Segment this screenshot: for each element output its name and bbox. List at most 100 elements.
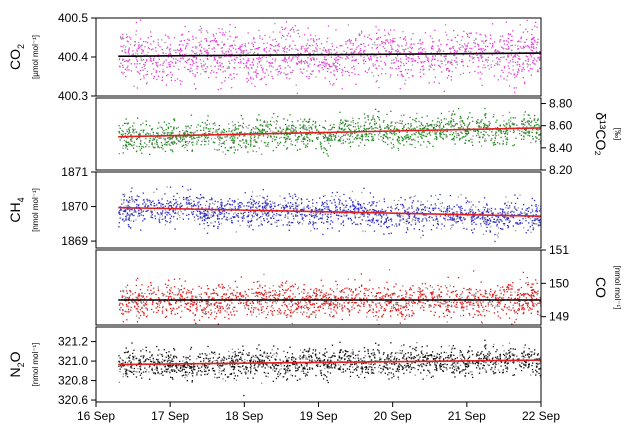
co2-data-point [524,81,526,83]
d13co2-data-point [216,131,218,133]
ch4-data-point [243,205,245,207]
co2-data-point [519,58,521,60]
d13co2-data-point [385,135,387,138]
d13co2-data-point [187,142,189,145]
d13co2-data-point [208,133,210,135]
d13co2-data-point [339,140,341,142]
ch4-data-point [265,204,268,206]
ch4-data-point [331,192,334,194]
d13co2-data-point [189,136,191,138]
d13co2-data-point [280,136,282,138]
ch4-data-point [383,200,386,203]
d13co2-data-point [410,128,412,130]
co2-data-point [536,41,538,44]
d13co2-data-point [197,136,200,138]
d13co2-data-point [184,131,186,133]
d13co2-data-point [166,133,169,135]
ch4-data-point [366,211,368,213]
ch4-data-point [315,207,317,209]
d13co2-data-point [260,140,262,142]
co2-data-point [355,59,357,61]
co2-data-point [327,49,329,51]
co2-data-point [423,48,425,50]
co2-data-point [360,30,363,32]
co2-data-point [375,81,377,83]
d13co2-data-point [465,129,467,131]
d13co2-data-point [456,134,458,136]
ch4-data-point [311,209,313,211]
ch4-data-point [372,202,374,205]
co2-data-point [333,73,335,75]
d13co2-data-point [347,120,349,122]
co2-data-point [445,64,447,66]
ch4-data-point [354,210,356,212]
co2-data-point [184,25,186,28]
co2-data-point [511,39,513,42]
co2-data-point [120,45,122,47]
d13co2-data-point [356,138,358,140]
d13co2-data-point [133,129,135,131]
ch4-data-point [287,218,289,220]
d13co2-data-point [182,137,184,139]
d13co2-data-point [269,120,272,122]
d13co2-data-point [257,137,259,139]
d13co2-data-point [299,148,301,150]
d13co2-data-point [302,127,304,130]
co2-data-point [128,47,130,49]
d13co2-data-point [308,119,310,121]
co2-data-point [512,65,514,67]
d13co2-data-point [310,126,312,128]
ch4-data-point [220,199,222,201]
co2-data-point [263,48,266,50]
ch4-data-point [217,215,219,217]
co2-data-point [126,60,128,62]
ch4-data-point [287,224,289,226]
co2-data-point [384,64,387,66]
co2-data-point [459,49,461,51]
d13co2-data-point [240,131,242,134]
co2-data-point [355,38,357,40]
co2-data-point [199,25,201,27]
ch4-data-point [341,202,343,205]
co2-data-point [192,61,194,63]
d13co2-data-point [264,125,267,127]
d13co2-data-point [329,145,332,147]
d13co2-data-point [138,132,141,134]
co2-data-point [426,59,428,61]
co2-data-point [522,31,524,33]
d13co2-data-point [517,129,519,131]
ch4-data-point [480,223,482,225]
ch4-data-point [326,203,328,205]
d13co2-data-point [341,143,343,145]
d13co2-data-point [215,129,217,131]
ch4-data-point [479,213,482,215]
co2-data-point [233,40,235,42]
co2-data-point [455,67,457,69]
co2-data-point [490,64,492,66]
ch4-data-point [122,218,124,220]
co2-data-point [347,24,349,26]
co2-data-point [430,66,432,69]
d13co2-data-point [500,130,503,132]
d13co2-data-point [166,141,168,144]
ch4-data-point [202,196,204,198]
ch4-data-point [264,212,266,214]
co2-data-point [292,56,294,58]
co2-data-point [450,76,452,78]
co2-data-point [216,72,218,74]
d13co2-data-point [303,119,305,121]
co2-data-point [390,51,393,53]
co2-data-point [138,44,140,46]
co2-data-point [371,47,373,49]
d13co2-data-point [222,142,224,144]
co2-data-point [392,62,394,64]
ch4-data-point [408,216,411,218]
ch4-data-point [532,229,534,231]
d13co2-data-point [171,137,173,139]
co2-data-point [214,37,216,40]
d13co2-data-point [299,118,302,120]
ch4-data-point [172,210,174,212]
d13co2-data-point [513,144,516,146]
co2-data-point [153,75,155,78]
ch4-data-point [449,207,451,209]
